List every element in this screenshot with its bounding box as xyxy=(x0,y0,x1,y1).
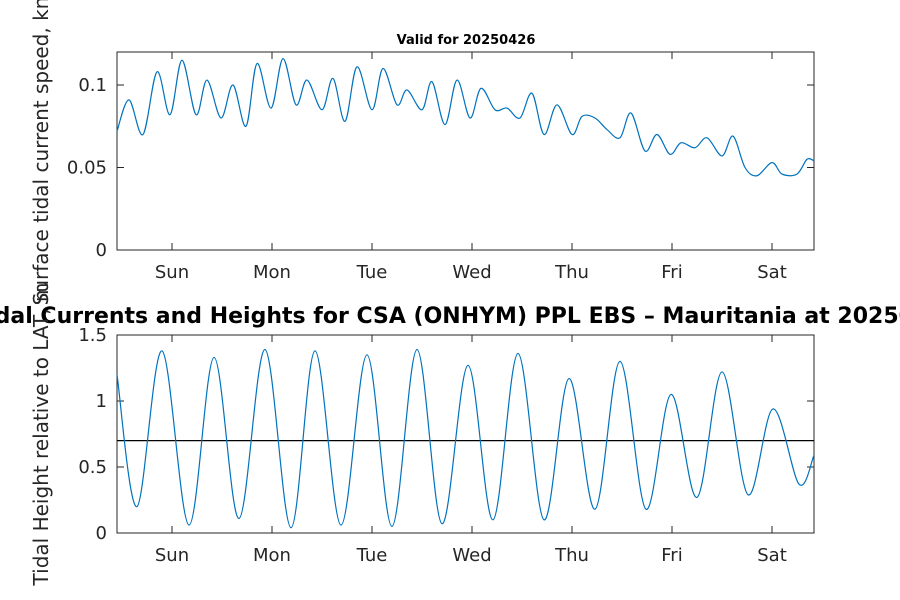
current-speed-x-tick-label: Tue xyxy=(356,262,388,283)
current-speed-series-line xyxy=(116,57,815,177)
current-speed-ticks xyxy=(117,52,814,251)
current-speed-plot-area xyxy=(116,51,815,251)
tidal-height-y-tick-label: 0 xyxy=(96,523,107,544)
tidal-height-x-tick-label: Fri xyxy=(661,545,682,566)
tidal-height-chart-title: Tidal Currents and Heights for CSA (ONHY… xyxy=(0,304,900,329)
tidal-height-tick-labels: Sun Mon Tue Wed Thu Fri Sat 0 0.5 1 1.5 xyxy=(78,325,786,566)
current-speed-chart: Valid for 20250426 Sun Mon Tue Wed Thu Fri Sat… xyxy=(67,33,815,283)
tidal-height-x-tick-label: Sun xyxy=(155,545,189,566)
current-speed-y-axis-title: Surface tidal current speed, kn xyxy=(29,0,53,305)
current-speed-x-tick-label: Sun xyxy=(155,262,189,283)
tidal-height-x-tick-label: Wed xyxy=(452,545,491,566)
tidal-height-y-tick-label: 1.5 xyxy=(78,325,107,346)
current-speed-chart-title: Valid for 20250426 xyxy=(397,33,536,48)
tidal-height-ticks xyxy=(117,334,814,534)
tidal-height-chart: Sun Mon Tue Wed Thu Fri Sat 0 0.5 1 1.5 xyxy=(78,325,815,566)
current-speed-y-tick-label: 0.1 xyxy=(78,75,107,96)
tidal-height-y-axis-title: Tidal Height relative to LAT, m xyxy=(29,283,53,587)
current-speed-x-tick-label: Thu xyxy=(554,262,589,283)
tidal-height-x-tick-label: Tue xyxy=(356,545,388,566)
current-speed-x-tick-label: Mon xyxy=(253,262,291,283)
current-speed-y-tick-label: 0 xyxy=(96,240,107,261)
current-speed-y-tick-label: 0.05 xyxy=(67,158,107,179)
current-speed-x-tick-label: Wed xyxy=(452,262,491,283)
current-speed-x-tick-label: Fri xyxy=(661,262,682,283)
tidal-height-x-tick-label: Sat xyxy=(757,545,787,566)
current-speed-tick-labels: Sun Mon Tue Wed Thu Fri Sat 0 0.05 0.1 xyxy=(67,75,787,283)
tidal-height-x-tick-label: Mon xyxy=(253,545,291,566)
tidal-height-x-tick-label: Thu xyxy=(554,545,589,566)
tidal-height-y-tick-label: 1 xyxy=(96,391,107,412)
tidal-height-y-tick-label: 0.5 xyxy=(78,457,107,478)
current-speed-x-tick-label: Sat xyxy=(757,262,787,283)
tidal-height-series-line xyxy=(116,348,815,529)
